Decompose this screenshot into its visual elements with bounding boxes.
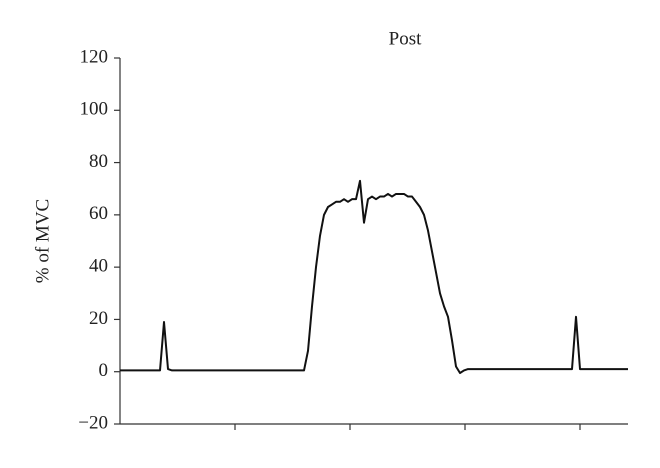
- y-tick-label: 100: [80, 99, 109, 120]
- y-tick-label: 0: [99, 360, 109, 381]
- y-tick-label: 20: [89, 308, 108, 329]
- y-tick-label: 120: [80, 46, 109, 67]
- data-line: [120, 179, 628, 375]
- y-axis-label: % of MVC: [32, 199, 53, 283]
- y-tick-label: 60: [89, 203, 108, 224]
- y-tick-label: 40: [89, 256, 108, 277]
- y-tick-label: 80: [89, 151, 108, 172]
- y-tick-label: −20: [78, 412, 108, 433]
- chart-title: Post: [389, 28, 422, 49]
